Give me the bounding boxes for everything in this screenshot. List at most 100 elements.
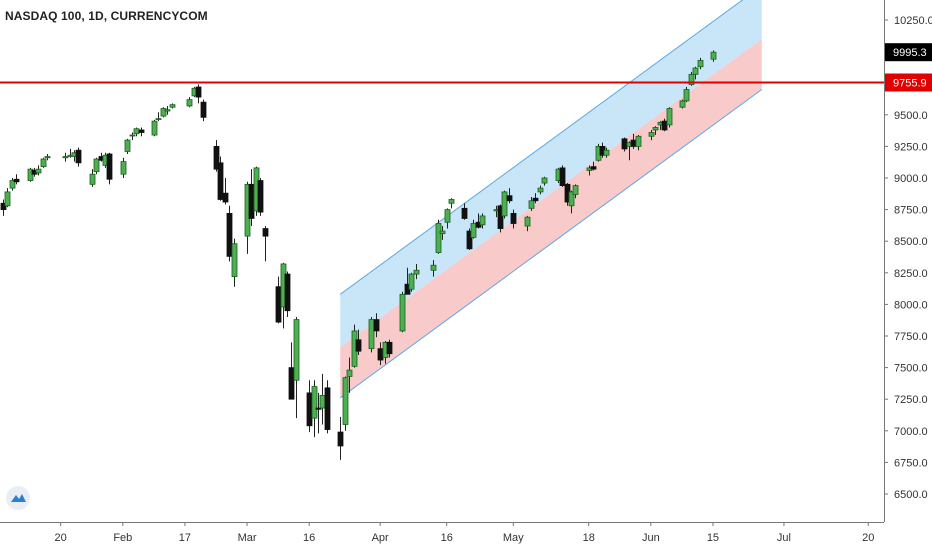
candle [257, 178, 264, 216]
candle-body [120, 161, 127, 175]
candle [124, 138, 131, 154]
candle [13, 174, 20, 185]
last-price-label: 9995.3 [893, 47, 927, 59]
candle [532, 193, 539, 204]
candle-body [532, 197, 539, 202]
candle [275, 276, 282, 324]
candle [524, 215, 531, 232]
candle [635, 135, 642, 151]
candle-body [479, 215, 486, 226]
candle [129, 132, 136, 141]
candle-body [399, 293, 406, 332]
candle-body [169, 104, 176, 108]
resistance-price-label: 9755.9 [893, 78, 927, 90]
y-tick-label: 6500.0 [894, 489, 928, 501]
candle [373, 313, 380, 338]
candle-body [293, 319, 300, 381]
candle [386, 339, 393, 358]
candle-body [231, 243, 238, 277]
candle-body [200, 101, 207, 118]
candle-body [652, 127, 659, 131]
candle [311, 380, 318, 438]
candle [510, 209, 517, 229]
candle [541, 176, 548, 186]
candle-body [688, 73, 695, 85]
candle-body [44, 156, 51, 159]
candle-body [319, 395, 326, 409]
candle [648, 129, 655, 141]
y-tick-label: 8750.0 [894, 205, 928, 217]
candle-body [603, 149, 610, 156]
candle-body [470, 223, 477, 238]
candle-body [568, 191, 575, 207]
candle [306, 380, 313, 433]
candle [27, 167, 34, 182]
candle [497, 204, 504, 233]
candle [408, 272, 415, 292]
candle-body [35, 168, 42, 174]
candle [337, 416, 344, 460]
candle [528, 196, 535, 211]
candle-body [133, 128, 140, 135]
x-tick-label: Feb [113, 532, 132, 544]
candle-body [324, 387, 331, 430]
candle [466, 228, 473, 251]
candle [342, 376, 349, 431]
candle-body [257, 180, 264, 213]
candle-body [648, 132, 655, 137]
candle-body [537, 187, 544, 193]
candle-body [528, 200, 535, 209]
candle-body [4, 191, 11, 207]
y-tick-label: 7250.0 [894, 394, 928, 406]
candle [479, 213, 486, 229]
candle-body [373, 319, 380, 332]
candle [284, 271, 291, 318]
y-tick-label: 8000.0 [894, 299, 928, 311]
x-tick-label: 15 [707, 532, 719, 544]
candle-body [572, 185, 579, 195]
candle [293, 317, 300, 419]
candle [461, 203, 468, 220]
candle [324, 380, 331, 434]
candle-body [621, 138, 628, 150]
candle-body [435, 223, 442, 253]
candle-body [355, 339, 362, 352]
candle [160, 107, 167, 118]
chart-title: NASDAQ 100, 1D, CURRENCYCOM [5, 9, 208, 23]
candle [200, 99, 207, 122]
x-tick-label: May [503, 532, 524, 544]
y-tick-label: 10250.0 [894, 15, 932, 27]
y-tick-label: 6750.0 [894, 457, 928, 469]
x-axis-ticks: 20 Feb 17 Mar 16 Apr 16 May 18 Jun 15 Jul 20 [55, 522, 874, 544]
candle-body [124, 139, 131, 152]
candle [195, 84, 202, 104]
candle-body [195, 86, 202, 98]
candle [590, 161, 597, 171]
candle [683, 86, 690, 103]
candle-body [315, 407, 322, 410]
candle-body [461, 207, 468, 219]
candle-body [155, 118, 162, 120]
candle [568, 190, 575, 214]
candle-body [337, 431, 344, 447]
candle [4, 188, 11, 208]
candle-body [62, 156, 69, 159]
candle-body [448, 199, 455, 204]
candle-body [0, 202, 7, 210]
candle-body [40, 158, 47, 168]
candle [692, 66, 699, 80]
candle-body [164, 109, 171, 112]
candle-body [275, 286, 282, 323]
candle-body [129, 134, 136, 137]
tradingview-logo-icon[interactable] [6, 486, 30, 510]
candle-body [679, 100, 686, 108]
candle [603, 147, 610, 158]
candle [0, 199, 7, 216]
candle-body [510, 212, 517, 224]
candle-body [692, 67, 699, 75]
candle-body [635, 135, 642, 147]
candle [435, 219, 442, 254]
candle-body [559, 167, 566, 186]
